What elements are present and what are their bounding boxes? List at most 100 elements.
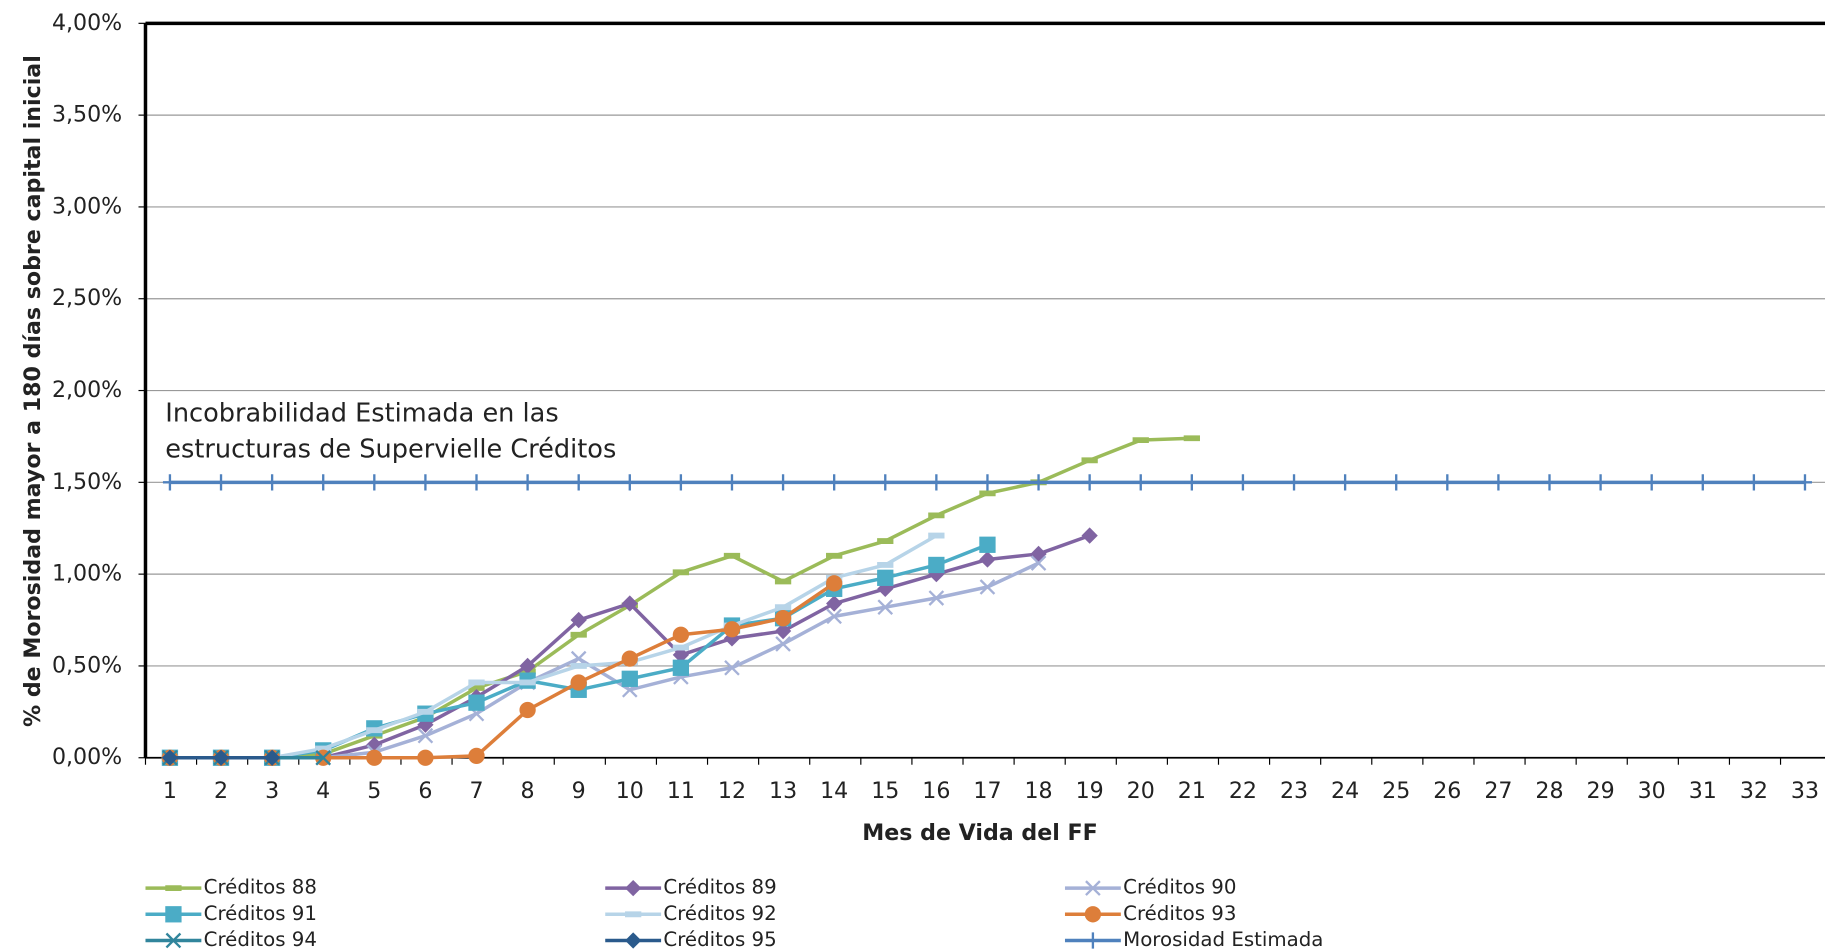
marker — [468, 747, 485, 765]
x-tick-label: 27 — [1484, 778, 1512, 804]
marker — [776, 474, 791, 491]
y-tick-label: 4,00% — [52, 10, 122, 36]
marker — [877, 599, 894, 615]
marker — [316, 474, 331, 491]
legend-label: Créditos 90 — [1123, 876, 1236, 899]
x-tick-label: 8 — [521, 778, 535, 804]
legend-label: Créditos 89 — [663, 876, 776, 899]
x-tick-label: 31 — [1689, 778, 1717, 804]
y-axis-label: % de Morosidad mayor a 180 días sobre ca… — [20, 55, 46, 727]
marker — [979, 536, 996, 553]
x-tick-label: 11 — [667, 778, 695, 804]
marker — [625, 879, 642, 897]
marker — [621, 595, 638, 612]
marker — [622, 474, 637, 491]
y-tick-label: 2,50% — [52, 285, 122, 311]
marker — [1644, 474, 1659, 491]
marker — [1440, 474, 1455, 491]
x-axis-label: Mes de Vida del FF — [862, 820, 1097, 846]
y-tick-label: 2,00% — [52, 377, 122, 403]
y-tick-label: 1,00% — [52, 561, 122, 587]
marker — [212, 749, 230, 766]
x-tick-label: 16 — [922, 778, 950, 804]
x-tick-label: 7 — [469, 778, 483, 804]
x-tick-label: 25 — [1382, 778, 1410, 804]
marker — [775, 636, 791, 652]
series-line — [169, 543, 989, 760]
legend-label: Morosidad Estimada — [1123, 928, 1323, 951]
marker — [519, 657, 536, 675]
marker — [724, 474, 739, 491]
x-tick-label: 2 — [214, 778, 228, 804]
x-tick-label: 14 — [820, 778, 848, 804]
marker — [418, 474, 433, 491]
marker — [469, 474, 484, 491]
x-tick-label: 24 — [1331, 778, 1359, 804]
marker — [1287, 474, 1302, 491]
y-tick-label: 1,50% — [52, 469, 122, 495]
x-tick-label: 13 — [769, 778, 797, 804]
series-line — [169, 533, 1091, 760]
marker — [877, 569, 894, 586]
marker — [520, 474, 535, 491]
x-tick-label: 19 — [1076, 778, 1104, 804]
marker — [1084, 906, 1102, 923]
marker — [1695, 474, 1710, 491]
marker — [1542, 474, 1557, 491]
x-tick-label: 23 — [1280, 778, 1308, 804]
marker — [1797, 474, 1812, 491]
marker — [980, 474, 995, 491]
legend-label: Créditos 88 — [204, 876, 317, 899]
marker — [979, 579, 996, 595]
x-tick-label: 30 — [1638, 778, 1666, 804]
marker — [1133, 474, 1148, 491]
marker — [928, 590, 945, 606]
marker — [1491, 474, 1506, 491]
marker — [1030, 545, 1047, 563]
marker — [724, 659, 740, 676]
marker — [1746, 474, 1761, 491]
x-tick-label: 12 — [718, 778, 746, 804]
marker — [468, 694, 485, 711]
marker — [826, 595, 843, 612]
y-tick-label: 0,00% — [52, 744, 122, 770]
marker — [928, 556, 945, 574]
x-tick-label: 28 — [1535, 778, 1563, 804]
marker — [570, 611, 587, 629]
marker — [827, 474, 842, 491]
series-line — [169, 534, 938, 760]
marker — [1389, 474, 1404, 491]
legend-label: Créditos 94 — [204, 928, 317, 951]
marker — [877, 580, 894, 597]
legend-label: Créditos 92 — [663, 902, 776, 925]
x-tick-label: 4 — [316, 778, 330, 804]
marker — [826, 608, 842, 625]
marker — [621, 650, 638, 667]
x-tick-label: 9 — [572, 778, 586, 804]
marker — [1030, 555, 1047, 571]
marker — [165, 906, 182, 923]
legend-label: Créditos 93 — [1123, 902, 1236, 925]
marker — [519, 701, 536, 719]
marker — [1031, 474, 1046, 491]
x-tick-label: 15 — [871, 778, 899, 804]
marker — [672, 626, 690, 643]
marker — [1338, 474, 1353, 491]
y-tick-label: 3,00% — [52, 193, 122, 219]
y-tick-label: 3,50% — [52, 102, 122, 128]
x-tick-label: 1 — [163, 778, 177, 804]
x-tick-label: 26 — [1433, 778, 1461, 804]
marker — [1082, 474, 1097, 491]
x-tick-label: 18 — [1024, 778, 1052, 804]
marker — [571, 474, 586, 491]
x-tick-label: 5 — [367, 778, 381, 804]
x-tick-label: 10 — [616, 778, 644, 804]
x-tick-label: 6 — [418, 778, 432, 804]
marker — [1085, 932, 1100, 949]
marker — [417, 727, 434, 744]
marker — [1085, 880, 1101, 896]
legend-label: Créditos 95 — [663, 928, 776, 951]
x-tick-label: 22 — [1229, 778, 1257, 804]
marker — [774, 622, 792, 640]
